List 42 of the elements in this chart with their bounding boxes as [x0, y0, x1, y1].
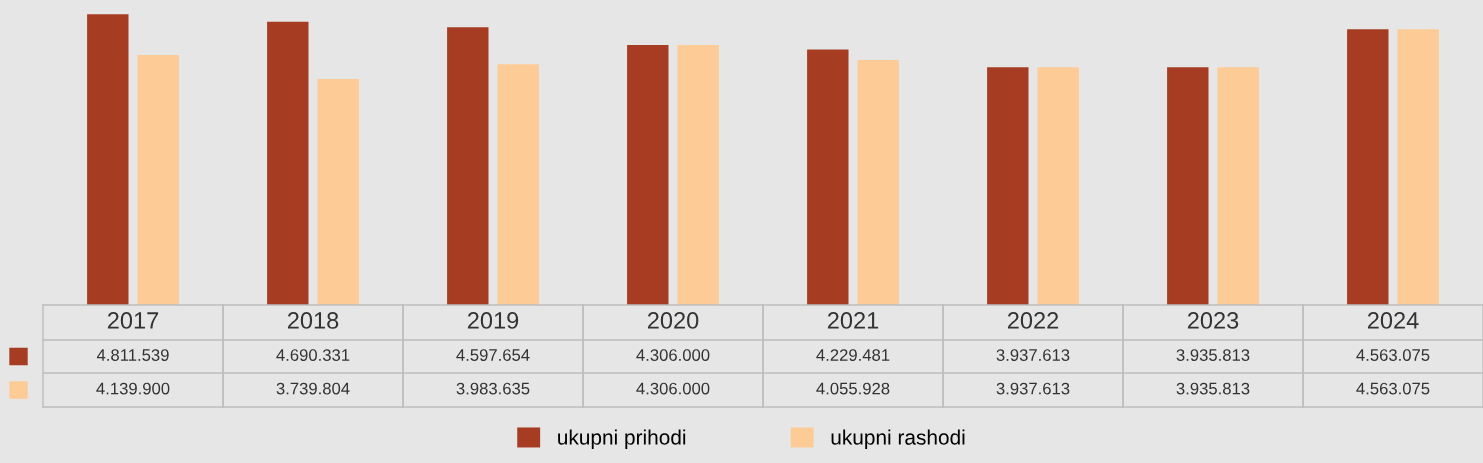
data-label: 4.139.900	[96, 382, 170, 395]
bar	[1167, 67, 1209, 305]
data-label: 4.811.539	[96, 349, 169, 361]
bar	[87, 14, 129, 305]
data-label: 3.739.804	[276, 382, 350, 395]
x-tick-label: 2019	[467, 312, 519, 329]
x-tick-label: 2021	[827, 312, 879, 329]
data-label: 4.055.928	[816, 382, 890, 395]
legend-label: ukupni rashodi	[831, 429, 965, 449]
bar	[317, 79, 359, 305]
legend-label: ukupni prihodi	[558, 429, 686, 449]
data-label: 3.983.635	[456, 382, 530, 395]
data-label: 4.563.075	[1356, 382, 1430, 395]
x-tick-label: 2022	[1007, 312, 1059, 329]
data-label: 3.937.613	[996, 382, 1070, 395]
bar	[267, 21, 309, 305]
data-label: 4.563.075	[1356, 349, 1430, 361]
bar	[1037, 67, 1079, 305]
data-label: 4.690.331	[276, 349, 350, 361]
data-label: 4.229.481	[816, 349, 890, 361]
data-label: 4.306.000	[636, 349, 710, 361]
bar	[627, 44, 669, 305]
data-label: 3.937.613	[996, 349, 1070, 361]
data-label: 4.597.654	[456, 349, 530, 361]
bar	[1397, 29, 1439, 305]
x-tick-label: 2018	[287, 312, 339, 329]
x-tick-label: 2024	[1367, 312, 1419, 329]
x-tick-label: 2023	[1187, 312, 1239, 329]
bar	[807, 49, 849, 305]
bar	[497, 64, 539, 305]
x-tick-label: 2017	[107, 312, 159, 329]
bar	[857, 60, 899, 305]
bar	[1217, 67, 1259, 305]
bar	[677, 44, 719, 305]
data-label: 3.935.813	[1176, 382, 1250, 395]
bar	[987, 67, 1029, 305]
data-label: 4.306.000	[636, 382, 710, 395]
data-label: 3.935.813	[1176, 349, 1250, 361]
bar	[137, 54, 179, 305]
bar	[447, 27, 489, 305]
bar	[1347, 29, 1389, 305]
x-tick-label: 2020	[647, 312, 699, 329]
